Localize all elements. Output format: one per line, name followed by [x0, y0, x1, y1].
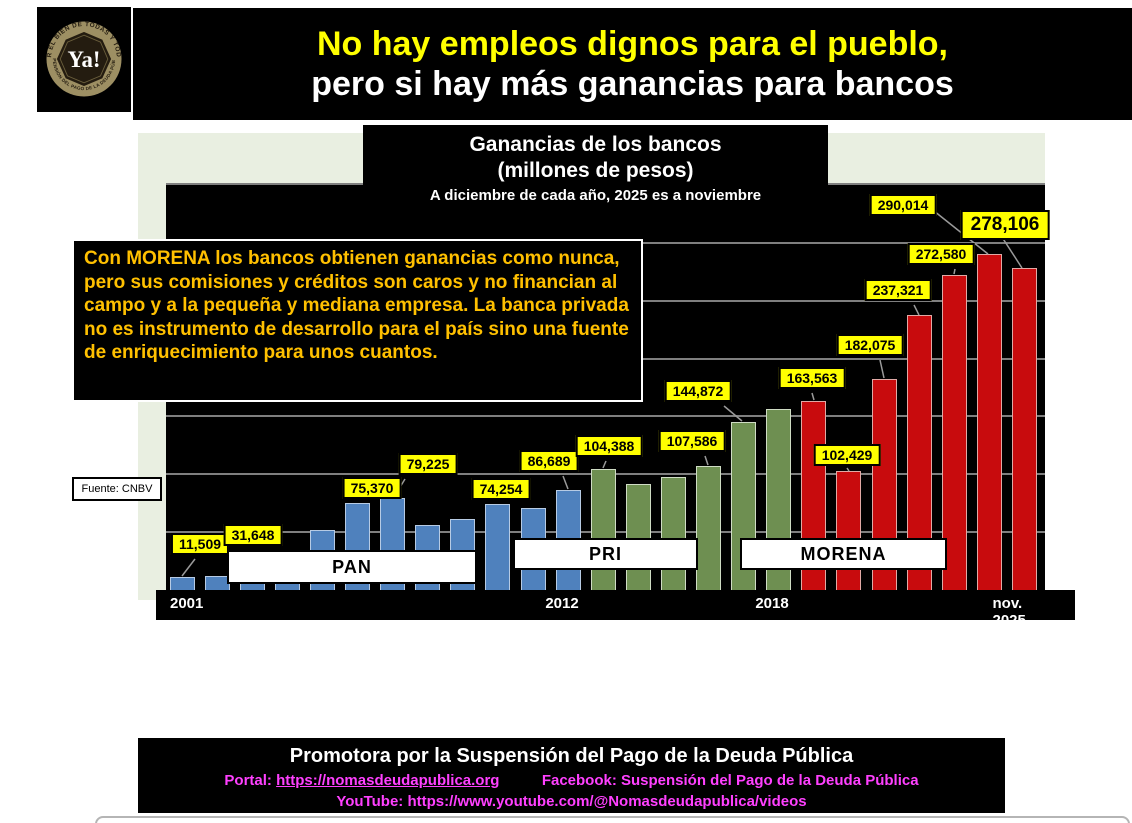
source-label: Fuente: CNBV [72, 477, 162, 501]
data-label-2017: 144,872 [664, 380, 732, 402]
chart-subtitle: A diciembre de cada año, 2025 es a novie… [429, 187, 762, 204]
organization-logo: POR EL BIEN DE TODAS Y TODOS SUSPENSIÓN … [37, 7, 131, 112]
data-label-2001: 11,509 [170, 533, 230, 555]
footer-banner: Promotora por la Suspensión del Pago de … [138, 738, 1005, 813]
data-label-2007: 79,225 [398, 453, 458, 475]
x-axis-band: 2001 2012 2018 nov. 2025 [156, 590, 1075, 629]
data-label-2016: 107,586 [658, 430, 726, 452]
bar-nov2025 [1011, 268, 1037, 590]
data-label-2006: 75,370 [342, 477, 402, 499]
next-slide-element-partial [95, 816, 1130, 823]
seal-icon: POR EL BIEN DE TODAS Y TODOS SUSPENSIÓN … [41, 16, 122, 97]
x-tick-2001: 2001 [170, 595, 204, 612]
annotation-text-box: Con MORENA los bancos obtienen ganancias… [72, 239, 643, 402]
bar-2020 [836, 471, 862, 590]
facebook-value: Suspensión del Pago de la Deuda Pública [621, 772, 919, 789]
bar-2013 [590, 469, 616, 590]
gridline-150000 [166, 415, 1045, 418]
facebook-label: Facebook: [541, 772, 617, 789]
data-label-2019: 163,563 [778, 367, 846, 389]
data-label-2010: 74,254 [471, 478, 531, 500]
data-label-2003: 31,648 [223, 524, 283, 546]
youtube-value: https://www.youtube.com/@Nomasdeudapubli… [407, 793, 807, 810]
data-label-2024: 290,014 [869, 194, 937, 216]
bar-2010 [485, 504, 511, 590]
party-band-morena: MORENA [740, 538, 947, 570]
bar-2023 [941, 274, 967, 590]
data-label-2020: 102,429 [813, 444, 881, 466]
chart-title-box: Ganancias de los bancos (millones de pes… [363, 125, 828, 213]
footer-links-line: Portal: https://nomasdeudapublica.org Fa… [138, 772, 1005, 789]
header-banner: No hay empleos dignos para el pueblo, pe… [133, 8, 1132, 120]
header-title-line2: pero si hay más ganancias para bancos [311, 65, 954, 103]
footer-youtube-line: YouTube: https://www.youtube.com/@Nomasd… [138, 793, 1005, 810]
data-label-2012: 86,689 [519, 450, 579, 472]
bar-2015 [660, 476, 686, 590]
x-tick-nov-2025: nov. 2025 [992, 595, 1026, 629]
data-label-2013: 104,388 [575, 435, 643, 457]
portal-label: Portal: [224, 772, 272, 789]
bar-2016 [696, 465, 721, 590]
bar-2002 [204, 576, 230, 590]
bar-2024 [976, 254, 1002, 590]
header-title-line1: No hay empleos dignos para el pueblo, [316, 25, 948, 63]
x-tick-2018: 2018 [755, 595, 789, 612]
bar-2014 [625, 484, 651, 590]
svg-text:Ya!: Ya! [67, 47, 100, 72]
party-band-pri: PRI [513, 538, 698, 570]
data-label-2022: 237,321 [864, 279, 932, 301]
data-label-2023: 272,580 [907, 243, 975, 265]
x-tick-2012: 2012 [545, 595, 579, 612]
youtube-label: YouTube: [336, 793, 404, 810]
party-band-pan: PAN [227, 550, 477, 584]
chart-title-line1: Ganancias de los bancos [469, 133, 722, 156]
bar-2001 [169, 576, 195, 590]
portal-link[interactable]: https://nomasdeudapublica.org [276, 772, 500, 789]
data-label-nov2025: 278,106 [960, 210, 1050, 240]
chart-title-line2: (millones de pesos) [497, 159, 694, 182]
data-label-2021: 182,075 [836, 334, 904, 356]
footer-title: Promotora por la Suspensión del Pago de … [289, 745, 854, 767]
